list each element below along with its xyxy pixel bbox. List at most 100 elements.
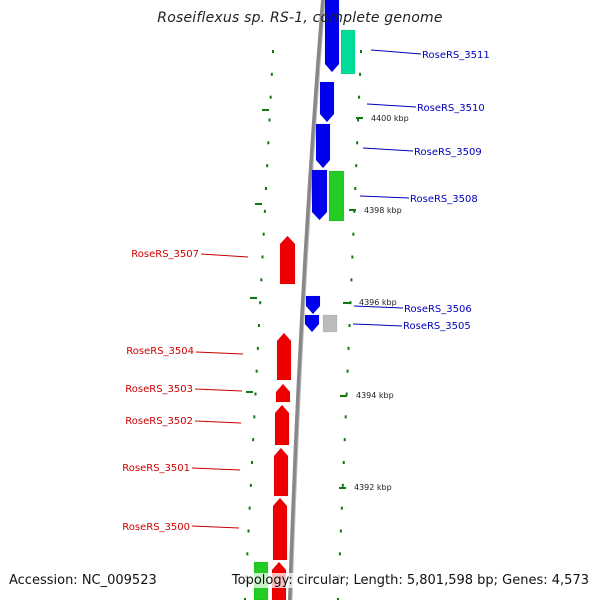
tick-dot-left — [270, 72, 273, 76]
tick-dot-left — [247, 529, 250, 533]
tick-dot-right — [344, 415, 347, 419]
major-tick — [349, 209, 356, 211]
kbp-label: 4398 kbp — [364, 206, 402, 215]
tick-dot-left — [266, 164, 269, 168]
tick-dot-left — [253, 415, 256, 419]
major-tick-left — [262, 109, 269, 111]
tick-dot-left — [265, 187, 267, 190]
tick-dot-right — [348, 324, 351, 327]
gene-label: RoseRS_3501 — [122, 463, 190, 474]
tick-dot-left — [248, 506, 251, 510]
tick-dot-left — [269, 95, 272, 99]
gene-label: RoseRS_3500 — [122, 522, 190, 533]
cds-forward — [304, 314, 320, 333]
tick-dot-left — [263, 209, 266, 213]
tick-dot-left — [261, 255, 264, 259]
cds-reverse — [279, 235, 296, 285]
tick-dot-right — [360, 50, 362, 53]
tick-dot-right — [338, 552, 341, 556]
tick-dot-right — [352, 232, 355, 236]
tick-dot-left — [268, 118, 271, 122]
tick-dot-right — [351, 255, 354, 259]
tick-dot-right — [358, 95, 361, 99]
tick-dot-right — [355, 164, 358, 168]
gene-label: RoseRS_3505 — [403, 321, 471, 332]
tick-dot-right — [349, 301, 352, 305]
tick-dot-left — [262, 232, 265, 236]
gene-leader-line — [362, 147, 414, 152]
cds-reverse — [275, 383, 291, 403]
major-tick — [339, 487, 346, 489]
major-tick — [356, 117, 363, 119]
tick-dot-right — [343, 438, 346, 442]
gene-leader-line — [194, 388, 243, 392]
genome-backbone-highlight — [291, 0, 326, 600]
major-tick-left — [255, 203, 262, 205]
gene-label: RoseRS_3509 — [414, 147, 482, 158]
gene-label: RoseRS_3511 — [422, 50, 490, 61]
tick-dot-right — [341, 483, 344, 487]
gene-leader-line — [195, 351, 244, 355]
tick-dot-right — [345, 392, 348, 396]
tick-dot-right — [347, 346, 350, 350]
tick-dot-left — [260, 278, 263, 282]
cds-reverse — [276, 332, 292, 381]
gene-leader-line — [191, 525, 240, 529]
cds-forward — [315, 123, 331, 169]
tick-dot-right — [353, 209, 356, 213]
tick-dot-right — [340, 506, 343, 510]
tick-dot-right — [342, 461, 345, 464]
map-title: Roseiflexus sp. RS-1, complete genome — [157, 10, 443, 26]
tick-dot-left — [254, 392, 257, 396]
accession-text: Accession: NC_009523 — [9, 573, 157, 588]
tick-dot-left — [259, 301, 262, 305]
gene-label: RoseRS_3507 — [131, 249, 199, 260]
tick-dot-left — [251, 461, 253, 464]
kbp-label: 4394 kbp — [356, 391, 394, 400]
tick-dot-left — [252, 438, 255, 442]
kbp-label: 4400 kbp — [371, 114, 409, 123]
green-feature — [328, 170, 345, 222]
teal-feature — [340, 29, 356, 75]
cds-forward — [324, 0, 340, 73]
tick-dot-right — [337, 598, 339, 600]
tick-dot-right — [359, 72, 362, 76]
grey-feature — [322, 314, 338, 333]
gene-label: RoseRS_3510 — [417, 103, 485, 114]
tick-dot-right — [350, 278, 353, 282]
gene-leader-line — [359, 195, 410, 199]
cds-forward — [305, 295, 321, 315]
gene-label: RoseRS_3502 — [125, 416, 193, 427]
gene-label: RoseRS_3506 — [404, 304, 472, 315]
cds-forward — [319, 81, 335, 123]
kbp-label: 4392 kbp — [354, 483, 392, 492]
gene-leader-line — [191, 467, 241, 471]
cds-reverse — [272, 497, 288, 561]
tick-dot-left — [256, 346, 259, 350]
tick-dot-left — [246, 552, 249, 556]
major-tick — [343, 302, 350, 304]
major-tick-left — [246, 391, 253, 393]
gene-leader-line — [366, 103, 417, 108]
gene-leader-line — [352, 323, 403, 327]
tick-dot-left — [255, 369, 258, 373]
genome-summary-text: Topology: circular; Length: 5,801,598 bp… — [229, 573, 591, 588]
tick-dot-left — [267, 141, 270, 145]
gene-leader-line — [353, 305, 404, 309]
gene-leader-line — [200, 253, 249, 258]
tick-dot-right — [346, 369, 349, 373]
gene-leader-line — [370, 49, 422, 55]
kbp-label: 4396 kbp — [359, 298, 397, 307]
tick-dot-right — [357, 118, 360, 122]
tick-dot-right — [354, 187, 357, 190]
tick-dot-left — [272, 50, 274, 53]
tick-dot-left — [258, 324, 260, 327]
tick-dot-left — [244, 598, 246, 600]
tick-dot-right — [356, 141, 359, 145]
gene-leader-line — [194, 420, 242, 424]
gene-label: RoseRS_3508 — [410, 194, 478, 205]
genome-backbone — [288, 0, 325, 600]
major-tick-left — [250, 297, 257, 299]
tick-dot-left — [249, 483, 252, 487]
